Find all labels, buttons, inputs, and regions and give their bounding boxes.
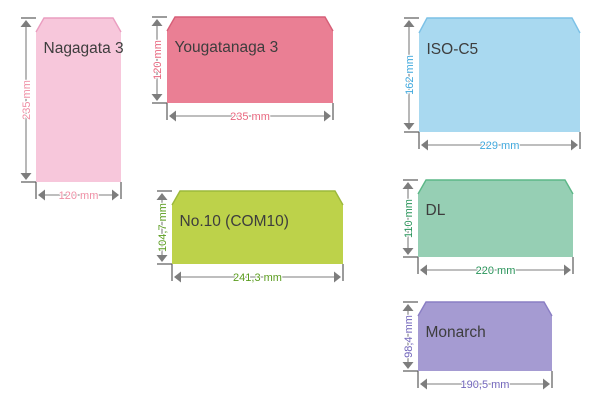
svg-text:98,4 mm: 98,4 mm: [403, 315, 415, 358]
svg-text:110 mm: 110 mm: [403, 199, 415, 238]
svg-text:220 mm: 220 mm: [476, 265, 516, 277]
svg-text:DL: DL: [426, 202, 446, 219]
svg-text:Monarch: Monarch: [426, 324, 486, 341]
svg-text:235 mm: 235 mm: [230, 111, 270, 123]
svg-text:241,3 mm: 241,3 mm: [233, 272, 282, 284]
svg-text:235 mm: 235 mm: [21, 80, 33, 120]
svg-text:120 mm: 120 mm: [152, 40, 164, 80]
svg-text:104,7 mm: 104,7 mm: [157, 203, 169, 252]
svg-text:Nagagata 3: Nagagata 3: [44, 40, 124, 57]
svg-text:190,5 mm: 190,5 mm: [461, 379, 510, 391]
svg-text:162 mm: 162 mm: [404, 55, 416, 95]
svg-text:120 mm: 120 mm: [59, 190, 99, 202]
svg-text:Yougatanaga 3: Yougatanaga 3: [175, 39, 279, 56]
svg-text:229 mm: 229 mm: [480, 140, 520, 152]
svg-text:ISO-C5: ISO-C5: [427, 41, 479, 58]
svg-text:No.10 (COM10): No.10 (COM10): [180, 213, 289, 230]
